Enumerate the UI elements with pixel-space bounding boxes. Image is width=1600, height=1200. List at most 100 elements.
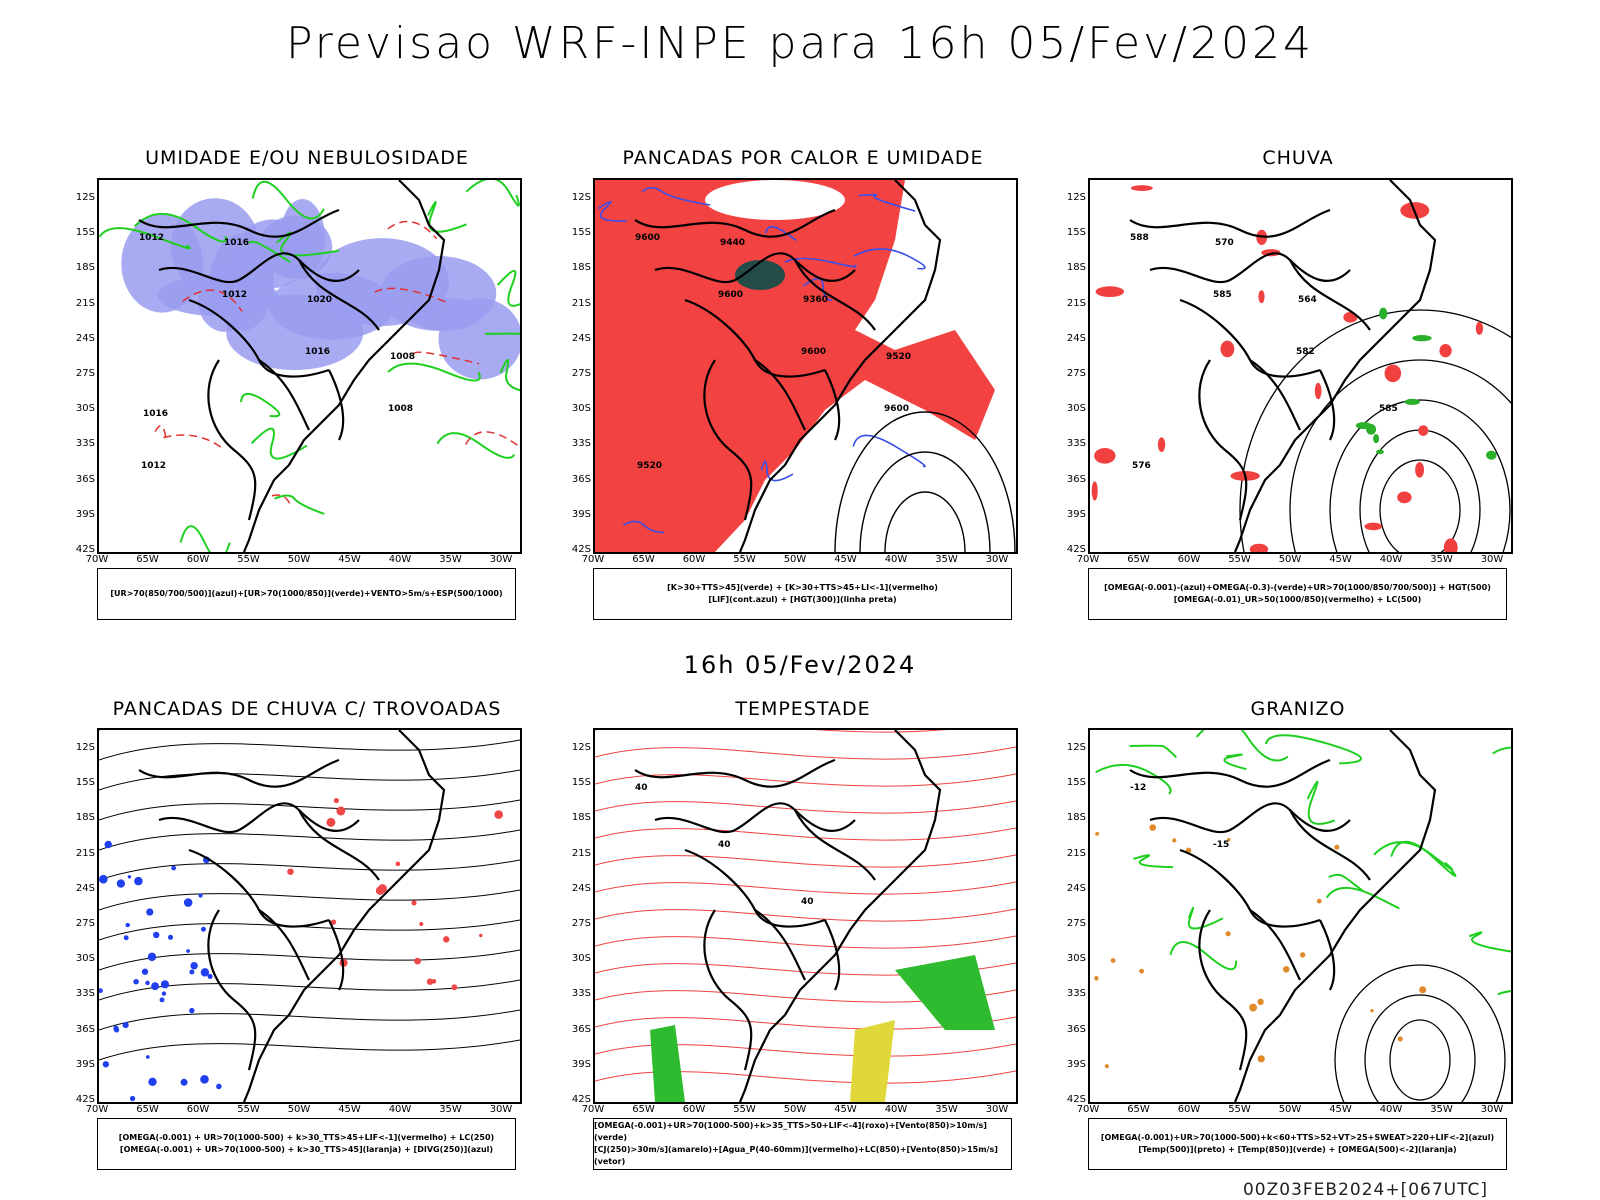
longitude-label: 40W bbox=[1379, 1104, 1403, 1115]
country-border bbox=[754, 909, 806, 981]
latitude-label: 15S bbox=[1066, 777, 1086, 789]
longitude-label: 45W bbox=[338, 554, 361, 565]
latitude-label: 36S bbox=[1066, 473, 1086, 485]
divergence-dot bbox=[200, 1075, 209, 1084]
country-border bbox=[1289, 809, 1371, 881]
legend-line: [OMEGA(-0.001)-(azul)+OMEGA(-0.3)-(verde… bbox=[1104, 583, 1491, 592]
storm-dot bbox=[411, 900, 417, 906]
height-contour bbox=[1379, 459, 1461, 552]
longitude-label: 50W bbox=[287, 1104, 311, 1115]
omega-dot bbox=[1257, 998, 1264, 1005]
rain-area bbox=[1384, 364, 1402, 383]
divergence-dot bbox=[125, 922, 130, 928]
country-border bbox=[824, 919, 841, 991]
latitude-label: 30S bbox=[75, 953, 95, 965]
lif-contour bbox=[803, 277, 832, 302]
streamline bbox=[99, 829, 520, 851]
green-contour bbox=[465, 180, 520, 207]
legend-line: [LIF](cont.azul) + [HGT(300)](linha pret… bbox=[708, 595, 897, 604]
panel-legend: [OMEGA(-0.001)+UR>70(1000-500)+k<60+TTS>… bbox=[1088, 1118, 1507, 1170]
longitude-label: 40W bbox=[884, 554, 908, 565]
omega-dot bbox=[1104, 1064, 1109, 1069]
divergence-dot bbox=[216, 1083, 222, 1090]
longitude-label: 55W bbox=[237, 554, 260, 565]
divergence-dot bbox=[102, 1061, 110, 1068]
longitude-label: 65W bbox=[136, 1104, 159, 1115]
rain-green bbox=[1376, 449, 1384, 455]
country-border bbox=[158, 802, 360, 833]
legend-line: [OMEGA(-0.01)_UR>50(1000/850)(vermelho) … bbox=[1173, 595, 1422, 604]
latitude-label: 39S bbox=[75, 508, 95, 520]
lc850-contour bbox=[595, 827, 1016, 841]
rain-area bbox=[1443, 538, 1458, 552]
longitude-label: 60W bbox=[1177, 1104, 1201, 1115]
latitude-label: 36S bbox=[75, 1023, 95, 1035]
coastline bbox=[738, 180, 942, 552]
legend-line: [Temp(500)](preto) + [Temp(850)](verde) … bbox=[1138, 1145, 1457, 1154]
map-svg: 1012 1012 1016 1008 1012 1016 1020 1008 1016 bbox=[99, 180, 520, 552]
country-border bbox=[1149, 252, 1351, 283]
streamline bbox=[99, 919, 520, 941]
country-border bbox=[824, 369, 841, 441]
divergence-dot bbox=[116, 879, 126, 888]
panel-legend: [OMEGA(-0.001)+UR>70(1000-500)+k>35_TTS>… bbox=[593, 1118, 1012, 1170]
longitude-label: 35W bbox=[935, 1104, 958, 1115]
latitude-label: 24S bbox=[571, 332, 591, 344]
storm-dot bbox=[333, 797, 340, 804]
latitude-label: 12S bbox=[1066, 192, 1086, 203]
contour-label: 9520 bbox=[637, 461, 662, 471]
omega-dot bbox=[1110, 958, 1116, 964]
latitude-label: 12S bbox=[1066, 742, 1086, 753]
humidity-blob bbox=[269, 273, 395, 340]
longitude-label: 35W bbox=[439, 1104, 462, 1115]
latitude-label: 18S bbox=[571, 812, 591, 824]
divergence-dot bbox=[161, 991, 167, 996]
longitude-label: 70W bbox=[581, 1104, 605, 1115]
contour-label: 40 bbox=[635, 783, 648, 793]
lc850-contour bbox=[595, 935, 1016, 949]
streamline bbox=[99, 1039, 520, 1061]
legend-line: [UR>70(850/700/500)](azul)+[UR>70(1000/8… bbox=[110, 589, 503, 598]
latitude-label: 36S bbox=[1066, 1023, 1086, 1035]
rain-area bbox=[1130, 185, 1153, 192]
lif-contour bbox=[622, 520, 665, 534]
country-border bbox=[158, 252, 360, 283]
divergence-dot bbox=[148, 1077, 157, 1087]
longitude-label: 50W bbox=[783, 1104, 807, 1115]
storm-dot bbox=[494, 810, 503, 819]
longitude-label: 60W bbox=[186, 554, 210, 565]
streamline bbox=[99, 739, 520, 761]
streamline bbox=[99, 859, 520, 881]
longitude-label: 70W bbox=[1076, 1104, 1100, 1115]
latitude-label: 15S bbox=[75, 777, 95, 789]
storm-dot bbox=[326, 817, 336, 827]
contour-label: 582 bbox=[1296, 347, 1315, 357]
contour-label: 9600 bbox=[801, 347, 826, 357]
divergence-dot bbox=[159, 997, 165, 1003]
country-border bbox=[188, 848, 330, 928]
divergence-dot bbox=[190, 962, 198, 970]
longitude-label: 30W bbox=[985, 1104, 1009, 1115]
storm-dot bbox=[378, 884, 387, 894]
green-contour bbox=[134, 213, 227, 243]
latitude-label: 30S bbox=[1066, 953, 1086, 965]
contour-label: 1012 bbox=[222, 290, 247, 300]
divergence-dot bbox=[167, 934, 174, 940]
coastline bbox=[1233, 730, 1437, 1102]
temp850-contour bbox=[1492, 746, 1511, 755]
longitude-label: 45W bbox=[338, 1104, 361, 1115]
lif-contour bbox=[853, 248, 926, 270]
longitude-label: 35W bbox=[1430, 554, 1453, 565]
map-svg: 588 585 582 585 576 570 564 bbox=[1091, 180, 1511, 552]
latitude-label: 39S bbox=[1066, 1058, 1086, 1070]
country-border bbox=[258, 909, 310, 981]
longitude-label: 30W bbox=[985, 554, 1009, 565]
omega-dot bbox=[1370, 1009, 1374, 1013]
latitude-label: 21S bbox=[75, 297, 95, 309]
omega-dot bbox=[1094, 976, 1099, 981]
country-border bbox=[207, 909, 257, 1071]
divergence-dot bbox=[123, 935, 129, 941]
contour-label: 585 bbox=[1379, 404, 1398, 414]
latitude-label: 39S bbox=[571, 508, 591, 520]
legend-line: [CJ(250)>30m/s](amarelo)+[Agua_P(40-60mm… bbox=[594, 1145, 998, 1166]
